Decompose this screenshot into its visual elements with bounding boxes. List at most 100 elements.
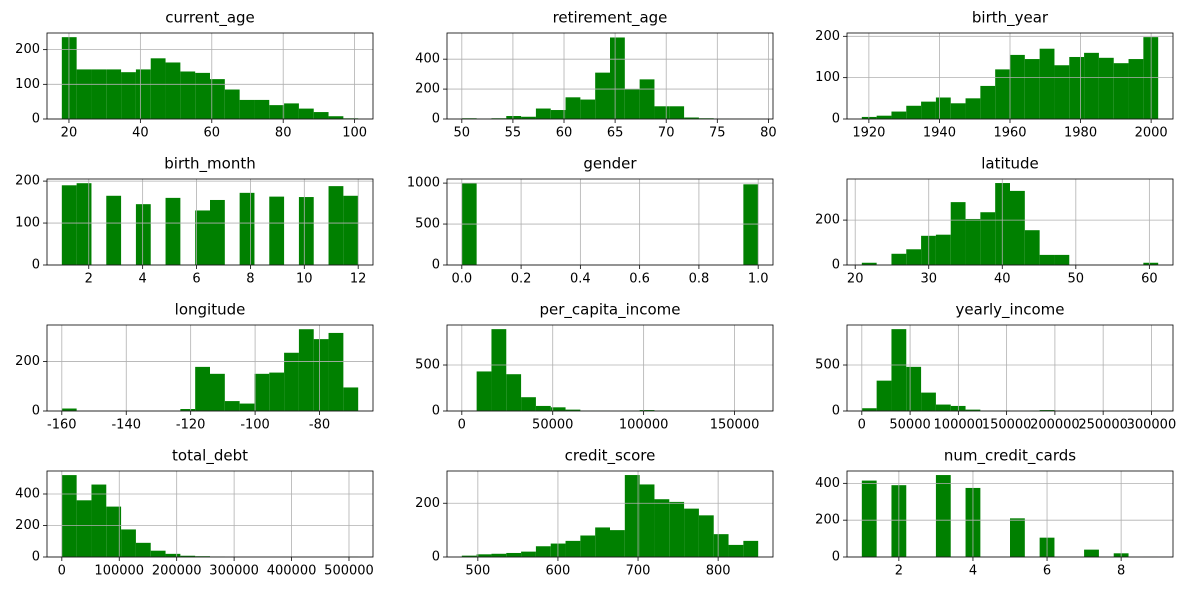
bar	[565, 540, 581, 557]
y-tick-label: 400	[815, 476, 840, 491]
x-tick-label: 0	[458, 418, 466, 433]
x-tick-label: 50	[454, 126, 471, 141]
x-tick-label: 600	[546, 564, 571, 579]
bar	[195, 210, 210, 265]
bar	[506, 552, 522, 557]
y-tick-label: 500	[415, 217, 440, 232]
x-tick-label: 2	[85, 272, 93, 287]
bar	[1084, 549, 1099, 557]
bar	[550, 407, 566, 411]
x-tick-label: 70	[658, 126, 675, 141]
bar	[876, 380, 892, 411]
bar	[476, 554, 492, 557]
subplot-title: per_capita_income	[539, 301, 680, 320]
y-tick-label: 500	[415, 358, 440, 373]
x-tick-label: 2000	[1135, 126, 1168, 141]
x-tick-label: -160	[47, 418, 77, 433]
y-tick-label: 200	[415, 496, 440, 511]
bar	[224, 401, 240, 411]
x-tick-label: 65	[607, 126, 624, 141]
bar	[565, 97, 581, 119]
bar	[565, 409, 581, 411]
bar	[921, 392, 936, 411]
bar	[1010, 518, 1025, 557]
subplot-title: total_debt	[172, 447, 248, 466]
x-tick-label: 0.4	[570, 272, 591, 287]
bar	[328, 116, 344, 119]
bar	[521, 116, 536, 119]
bar	[639, 410, 655, 411]
bar	[180, 409, 196, 411]
x-tick-label: 20	[61, 126, 78, 141]
bar	[1084, 52, 1099, 119]
axes-frame	[846, 324, 1174, 412]
bar	[76, 69, 92, 119]
x-tick-label: 100000	[934, 418, 984, 433]
bar	[1024, 59, 1040, 119]
bar	[684, 117, 699, 119]
bar	[965, 218, 981, 265]
subplot-title: latitude	[981, 155, 1039, 173]
bar	[935, 97, 951, 119]
bar	[535, 546, 551, 557]
y-tick-label: 1000	[407, 176, 440, 191]
y-tick-label: 0	[32, 112, 40, 127]
y-tick-label: 0	[832, 550, 840, 565]
bar	[106, 506, 122, 557]
bar	[980, 85, 996, 119]
bar	[624, 89, 640, 119]
bar	[1113, 63, 1129, 119]
x-tick-label: 700	[626, 564, 651, 579]
axes-frame	[46, 324, 374, 412]
bar	[210, 373, 225, 411]
y-tick-label: 200	[15, 174, 40, 189]
x-tick-label: 100	[342, 126, 367, 141]
axes-frame	[446, 324, 774, 412]
y-tick-label: 200	[415, 82, 440, 97]
bar	[76, 183, 92, 265]
bar	[639, 79, 655, 119]
bar	[1039, 48, 1055, 119]
axes-frame	[446, 178, 774, 266]
bar	[1128, 59, 1144, 119]
bar	[61, 408, 77, 411]
bar	[906, 249, 922, 265]
x-tick-label: -80	[309, 418, 330, 433]
bar	[891, 329, 907, 411]
bar	[610, 530, 625, 557]
x-tick-label: 300000	[209, 564, 259, 579]
bar	[165, 553, 181, 557]
bar	[239, 403, 255, 411]
subplot-title: birth_year	[972, 9, 1049, 28]
bar	[106, 195, 122, 265]
x-tick-label: 12	[350, 272, 367, 287]
bar	[254, 99, 270, 119]
axes-frame	[846, 178, 1174, 266]
x-tick-label: 50000	[532, 418, 573, 433]
bar	[298, 197, 314, 265]
axes-frame	[46, 32, 374, 120]
subplot-title: num_credit_cards	[944, 447, 1076, 466]
bar	[1010, 190, 1025, 265]
x-tick-label: 75	[709, 126, 726, 141]
bar	[61, 185, 77, 265]
x-tick-label: 1940	[923, 126, 956, 141]
y-tick-label: 100	[15, 77, 40, 92]
y-tick-label: 400	[415, 52, 440, 67]
y-tick-label: 0	[832, 112, 840, 127]
bar	[121, 529, 136, 557]
bar	[195, 366, 210, 411]
bar	[669, 106, 685, 119]
bar	[180, 71, 196, 119]
bar	[550, 110, 566, 119]
bar	[610, 37, 625, 120]
y-tick-label: 500	[815, 358, 840, 373]
y-tick-label: 0	[32, 258, 40, 273]
bar	[980, 212, 996, 265]
bar	[343, 387, 359, 411]
bar	[595, 72, 610, 119]
x-tick-label: 100000	[94, 564, 144, 579]
subplot-title: longitude	[175, 301, 246, 319]
bar	[861, 262, 877, 265]
